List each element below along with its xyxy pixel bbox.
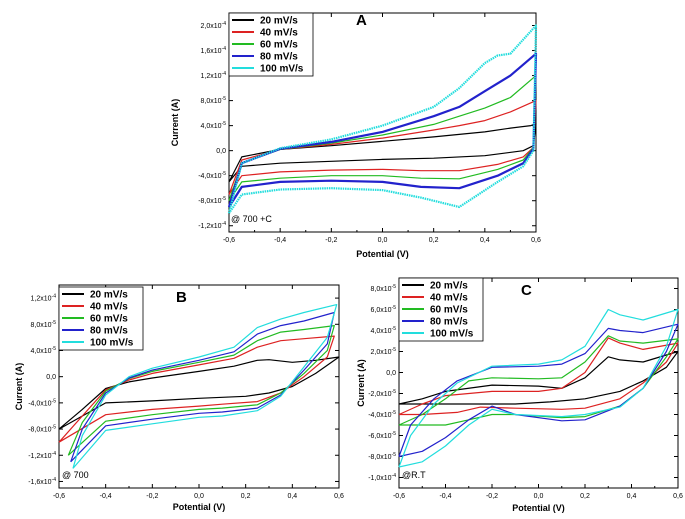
y-tick-label: -4,0x10-5	[198, 171, 226, 180]
series-line-100-mV-s	[72, 304, 338, 469]
y-tick-label: 2,0x10-4	[201, 21, 227, 30]
x-tick-label: 0,6	[531, 237, 541, 244]
chart-panel-c: -0,6 -0,4 -0,2 0,0 0,2 0,4 0,6 -1,0x10-4 -8,0x10…	[356, 277, 683, 513]
x-tick-label: -0,2	[486, 493, 498, 500]
condition-annotation: @ 700	[62, 470, 89, 480]
y-tick-label: -8,0x10-5	[368, 452, 396, 461]
x-tick-label: 0,0	[534, 493, 544, 500]
y-tick-label: 6,0x10-5	[371, 305, 397, 314]
series-line-20-mV-s	[398, 350, 679, 405]
x-tick-label: -0,6	[393, 493, 405, 500]
y-tick-label: 4,0x10-5	[31, 346, 57, 355]
y-axis-label: Current (A)	[170, 99, 180, 147]
y-tick-label: 8,0x10-5	[201, 96, 227, 105]
series-line-20-mV-s	[228, 123, 537, 183]
y-tick-label: 1,2x10-4	[31, 294, 57, 303]
legend-label: 20 mV/s	[260, 16, 298, 27]
x-tick-label: 0,4	[627, 493, 637, 500]
panel-letter: B	[176, 289, 187, 306]
y-tick-label: 0,0	[386, 370, 396, 377]
series-line-20-mV-s	[58, 356, 340, 430]
legend-label: 40 mV/s	[90, 302, 128, 313]
y-tick-label: 1,2x10-4	[201, 71, 227, 80]
y-tick-label: -2,0x10-5	[368, 389, 396, 398]
y-tick-label: 0,0	[216, 148, 226, 155]
chart-panel-a: -0,6 -0,4 -0,2 0,0 0,2 0,4 0,6 -1,2x10-4 -8,0x10…	[170, 12, 541, 259]
panel-letter: A	[356, 12, 367, 29]
y-tick-label: 1,6x10-4	[201, 46, 227, 55]
x-axis-label: Potential (V)	[356, 249, 409, 259]
legend-label: 80 mV/s	[430, 317, 468, 328]
series-line-40-mV-s	[398, 337, 679, 416]
series-line-100-mV-s	[227, 24, 538, 214]
legend-label: 100 mV/s	[430, 329, 474, 340]
y-tick-label: 8,0x10-5	[31, 320, 57, 329]
x-tick-label: 0,2	[241, 493, 251, 500]
y-tick-label: 2,0x10-5	[371, 347, 397, 356]
x-tick-label: 0,4	[287, 493, 297, 500]
x-tick-label: 0,6	[334, 493, 344, 500]
y-tick-label: -4,0x10-5	[28, 398, 56, 407]
legend-label: 60 mV/s	[90, 314, 128, 325]
series-line-40-mV-s	[58, 335, 335, 443]
legend-label: 20 mV/s	[90, 290, 128, 301]
y-tick-label: -6,0x10-5	[368, 431, 396, 440]
legend-label: 40 mV/s	[260, 28, 298, 39]
y-axis-label: Current (A)	[356, 359, 366, 407]
legend-label: 80 mV/s	[90, 326, 128, 337]
x-axis-label: Potential (V)	[512, 503, 565, 513]
x-axis-label: Potential (V)	[173, 502, 226, 512]
x-tick-label: -0,4	[439, 493, 451, 500]
y-tick-label: -1,6x10-4	[28, 477, 56, 486]
x-tick-label: -0,4	[100, 493, 112, 500]
y-tick-label: -8,0x10-5	[198, 196, 226, 205]
y-tick-label: -8,0x10-5	[28, 425, 56, 434]
y-tick-label: 4,0x10-5	[201, 121, 227, 130]
x-tick-label: -0,2	[325, 237, 337, 244]
x-tick-label: 0,2	[580, 493, 590, 500]
y-tick-label: 0,0	[46, 374, 56, 381]
panel-letter: C	[521, 282, 532, 299]
legend-label: 80 mV/s	[260, 52, 298, 63]
y-tick-label: -1,2x10-4	[198, 221, 226, 230]
chart-panel-b: -0,6 -0,4 -0,2 0,0 0,2 0,4 0,6 -1,6x10-4 -1,2x10…	[14, 284, 344, 512]
x-tick-label: 0,2	[429, 237, 439, 244]
legend-label: 100 mV/s	[90, 338, 134, 349]
legend-label: 40 mV/s	[430, 293, 468, 304]
y-tick-label: 4,0x10-5	[371, 326, 397, 335]
condition-annotation: @ 700 +C	[231, 214, 272, 224]
series-line-60-mV-s	[67, 325, 335, 456]
x-tick-label: -0,2	[146, 493, 158, 500]
x-tick-label: 0,0	[194, 493, 204, 500]
y-axis-label: Current (A)	[14, 363, 24, 411]
legend-label: 100 mV/s	[260, 64, 304, 75]
y-tick-label: -4,0x10-5	[368, 410, 396, 419]
x-tick-label: -0,6	[53, 493, 65, 500]
x-tick-label: -0,6	[223, 237, 235, 244]
x-tick-label: 0,4	[480, 237, 490, 244]
x-tick-label: -0,4	[274, 237, 286, 244]
y-tick-label: -1,2x10-4	[28, 451, 56, 460]
legend-label: 60 mV/s	[260, 40, 298, 51]
legend-label: 20 mV/s	[430, 281, 468, 292]
y-tick-label: -1,0x10-4	[368, 473, 396, 482]
x-tick-label: 0,6	[673, 493, 683, 500]
legend-label: 60 mV/s	[430, 305, 468, 316]
series-line-60-mV-s	[398, 335, 679, 426]
series-line-80-mV-s	[70, 311, 335, 463]
x-tick-label: 0,0	[378, 237, 388, 244]
y-tick-label: 8,0x10-5	[371, 284, 397, 293]
series-line-100-mV-s	[398, 308, 679, 468]
condition-annotation: @R.T	[402, 470, 426, 480]
